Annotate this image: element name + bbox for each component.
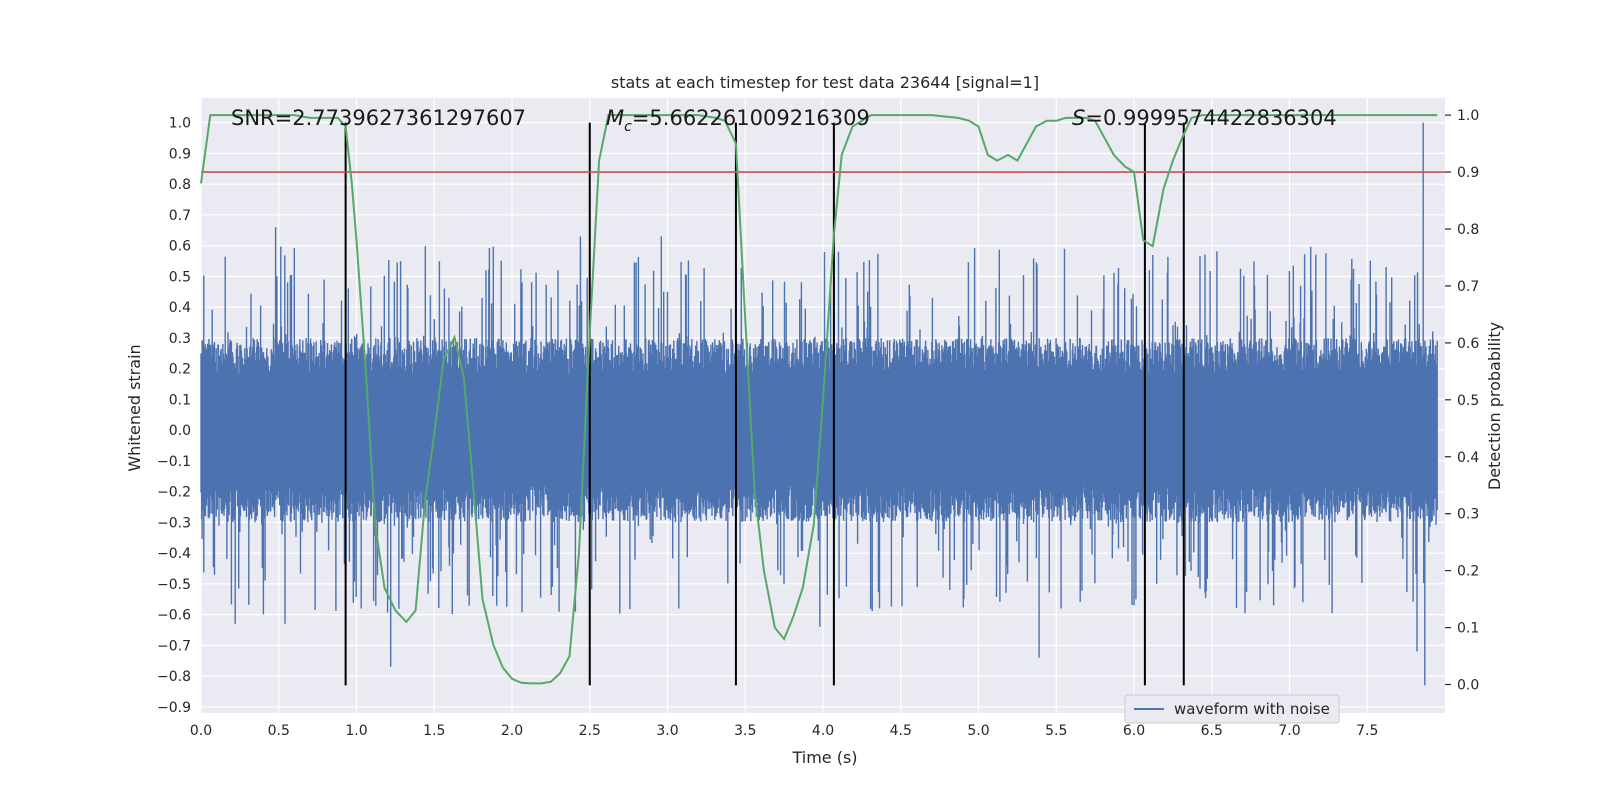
y-tick-label: 0.5 (169, 269, 191, 285)
y2-tick-label: 0.2 (1457, 564, 1479, 580)
waveform-trace (200, 122, 1438, 686)
y-tick-label: −0.3 (157, 515, 191, 531)
y-axis-label: Whitened strain (125, 344, 144, 471)
chirp-mass-subscript: c (624, 119, 632, 135)
snr-annotation: SNR=2.7739627361297607 (231, 106, 526, 130)
x-tick-label: 3.0 (656, 723, 678, 739)
y2-tick-label: 0.9 (1457, 165, 1479, 181)
y-tick-label: −0.1 (157, 454, 191, 470)
y-tick-label: −0.5 (157, 577, 191, 593)
y-tick-label: 0.3 (169, 331, 191, 347)
y-tick-label: −0.7 (157, 638, 191, 654)
x-tick-label: 4.0 (812, 723, 834, 739)
chirp-mass-value: =5.662261009216309 (632, 106, 870, 130)
waveform-with-noise-series (200, 122, 1438, 686)
y2-tick-label: 0.6 (1457, 336, 1479, 352)
x-tick-label: 4.5 (890, 723, 912, 739)
score-annotation: S=0.9999574422836304 (1072, 106, 1337, 130)
y2-tick-label: 1.0 (1457, 108, 1479, 124)
x-tick-label: 3.5 (734, 723, 756, 739)
y2-axis-ticks: 1.0 0.9 0.8 0.7 0.6 0.5 0.4 0.3 0.2 0.1 0.0 (1445, 108, 1479, 694)
x-tick-label: 5.5 (1045, 723, 1067, 739)
y-axis-ticks: 1.0 0.9 0.8 0.7 0.6 0.5 0.4 0.3 0.2 0.1 0.0 −0.1 −0.… (157, 116, 191, 716)
y-tick-label: −0.6 (157, 608, 191, 624)
y-tick-label: 0.1 (169, 392, 191, 408)
vertical-marker-lines (344, 122, 1185, 686)
y-tick-label: 0.6 (169, 239, 191, 255)
y-tick-label: 0.2 (169, 362, 191, 378)
chirp-mass-symbol: M (606, 106, 624, 130)
y2-tick-label: 0.8 (1457, 222, 1479, 238)
x-tick-label: 6.0 (1123, 723, 1145, 739)
x-tick-label: 0.5 (268, 723, 290, 739)
y2-tick-label: 0.4 (1457, 450, 1479, 466)
y-tick-label: 0.0 (169, 423, 191, 439)
y-tick-label: −0.2 (157, 485, 191, 501)
x-tick-label: 7.0 (1278, 723, 1300, 739)
score-value: =0.9999574422836304 (1085, 106, 1336, 130)
y-tick-label: −0.8 (157, 669, 191, 685)
x-axis-ticks: 0.0 0.5 1.0 1.5 2.0 2.5 3.0 3.5 4.0 4.5 5.0 5.5 6.0 6… (190, 723, 1379, 739)
y-tick-label: −0.9 (157, 700, 191, 716)
x-tick-label: 1.0 (345, 723, 367, 739)
y-tick-label: 0.8 (169, 177, 191, 193)
y-tick-label: −0.4 (157, 546, 191, 562)
x-tick-label: 2.5 (579, 723, 601, 739)
x-tick-label: 5.0 (967, 723, 989, 739)
legend: waveform with noise (1124, 694, 1340, 724)
y2-tick-label: 0.7 (1457, 279, 1479, 295)
x-tick-label: 0.0 (190, 723, 212, 739)
y-tick-label: 1.0 (169, 116, 191, 132)
y2-tick-label: 0.0 (1457, 678, 1479, 694)
y2-tick-label: 0.3 (1457, 507, 1479, 523)
chart-title: stats at each timestep for test data 236… (611, 73, 1039, 92)
y-tick-label: 0.9 (169, 146, 191, 162)
y-tick-label: 0.4 (169, 300, 191, 316)
x-tick-label: 1.5 (423, 723, 445, 739)
x-tick-label: 6.5 (1201, 723, 1223, 739)
x-tick-label: 2.0 (501, 723, 523, 739)
detection-probability-line (200, 114, 1438, 685)
y2-axis-label: Detection probability (1485, 322, 1504, 490)
chirp-mass-annotation: Mc=5.662261009216309 (606, 106, 870, 135)
x-tick-label: 7.5 (1356, 723, 1378, 739)
legend-box (1124, 694, 1340, 724)
score-symbol: S (1072, 106, 1085, 130)
y2-tick-label: 0.5 (1457, 393, 1479, 409)
legend-label: waveform with noise (1174, 700, 1330, 718)
x-axis-label: Time (s) (791, 748, 857, 767)
y2-tick-label: 0.1 (1457, 621, 1479, 637)
y-tick-label: 0.7 (169, 208, 191, 224)
